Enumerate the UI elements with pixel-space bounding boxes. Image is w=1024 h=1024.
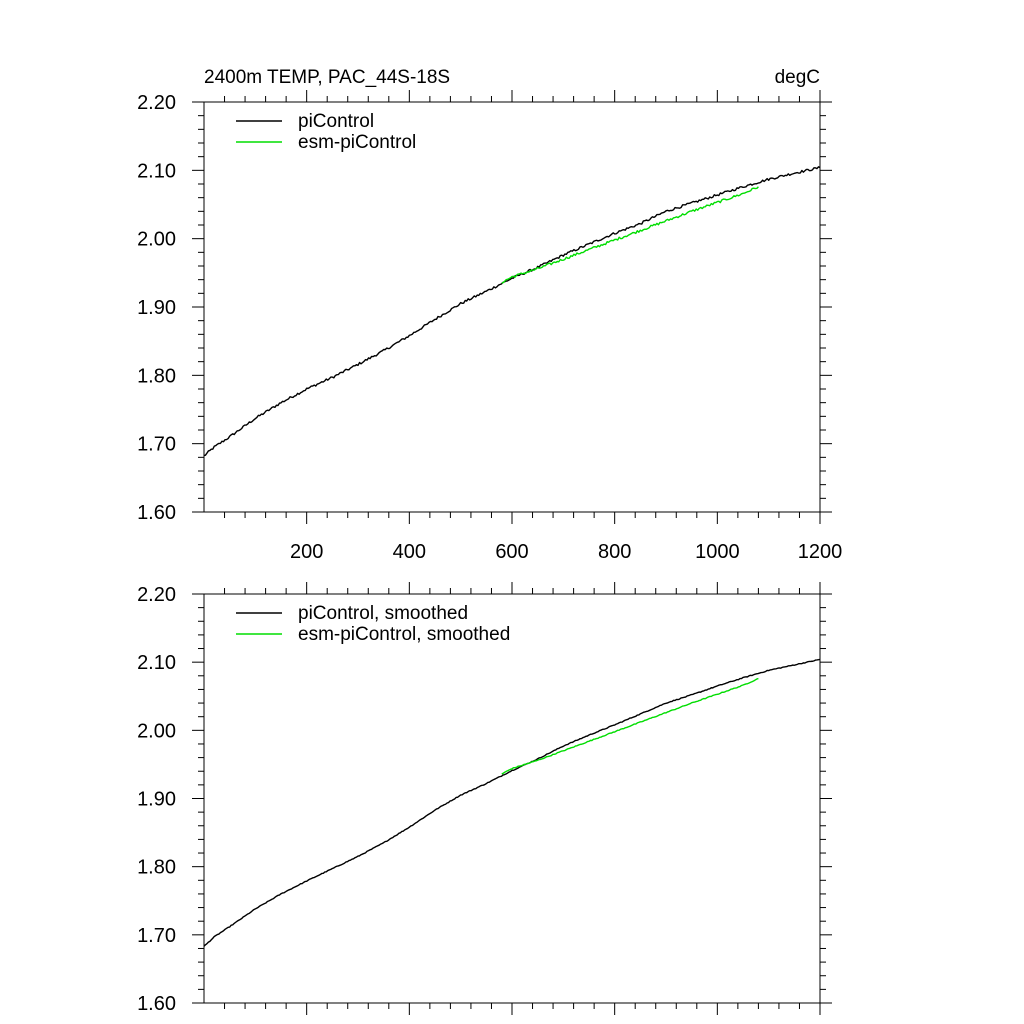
- series-line-picontrol-smoothed: [203, 658, 821, 947]
- y-tick-label: 1.70: [137, 925, 176, 947]
- y-tick-label: 1.70: [137, 434, 176, 456]
- x-tick-label: 600: [495, 541, 528, 563]
- y-tick-label: 1.60: [137, 502, 176, 524]
- y-tick-label: 1.60: [137, 993, 176, 1015]
- y-tick-label: 2.20: [137, 584, 176, 606]
- y-tick-label: 1.90: [137, 789, 176, 811]
- chart-panel-smoothed: 1.60 1.70 1.80 1.90 2.00 2.10 2.20 piControl, s…: [137, 582, 832, 1015]
- series-line-esm-picontrol: [501, 186, 759, 284]
- y-tick-label: 2.00: [137, 229, 176, 251]
- series-line-esm-picontrol-smoothed: [501, 677, 759, 775]
- y-tick-label: 2.10: [137, 160, 176, 182]
- plot-frame: [203, 593, 821, 1004]
- x-tick-label: 400: [393, 541, 426, 563]
- legend-label: esm-piControl, smoothed: [298, 624, 510, 645]
- figure-title: 2400m TEMP, PAC_44S-18S: [204, 67, 450, 88]
- legend-label: esm-piControl: [298, 132, 416, 153]
- y-tick-label: 1.90: [137, 297, 176, 319]
- x-tick-label: 200: [290, 541, 323, 563]
- y-tick-label: 1.80: [137, 365, 176, 387]
- x-tick-label: 1000: [695, 541, 740, 563]
- y-tick-label: 1.80: [137, 857, 176, 879]
- x-tick-label: 1200: [798, 541, 843, 563]
- y-tick-label: 2.00: [137, 720, 176, 742]
- chart-panel-raw: 1.60 1.70 1.80 1.90 2.00 2.10 2.20 200 400 600 800…: [137, 90, 842, 563]
- plot-frame: [203, 101, 821, 513]
- y-tick-label: 2.20: [137, 92, 176, 114]
- y-tick-label: 2.10: [137, 652, 176, 674]
- legend-label: piControl, smoothed: [298, 603, 468, 624]
- series-line-picontrol: [203, 166, 821, 457]
- units-label: degC: [775, 67, 820, 88]
- legend-label: piControl: [298, 111, 374, 132]
- x-tick-label: 800: [598, 541, 631, 563]
